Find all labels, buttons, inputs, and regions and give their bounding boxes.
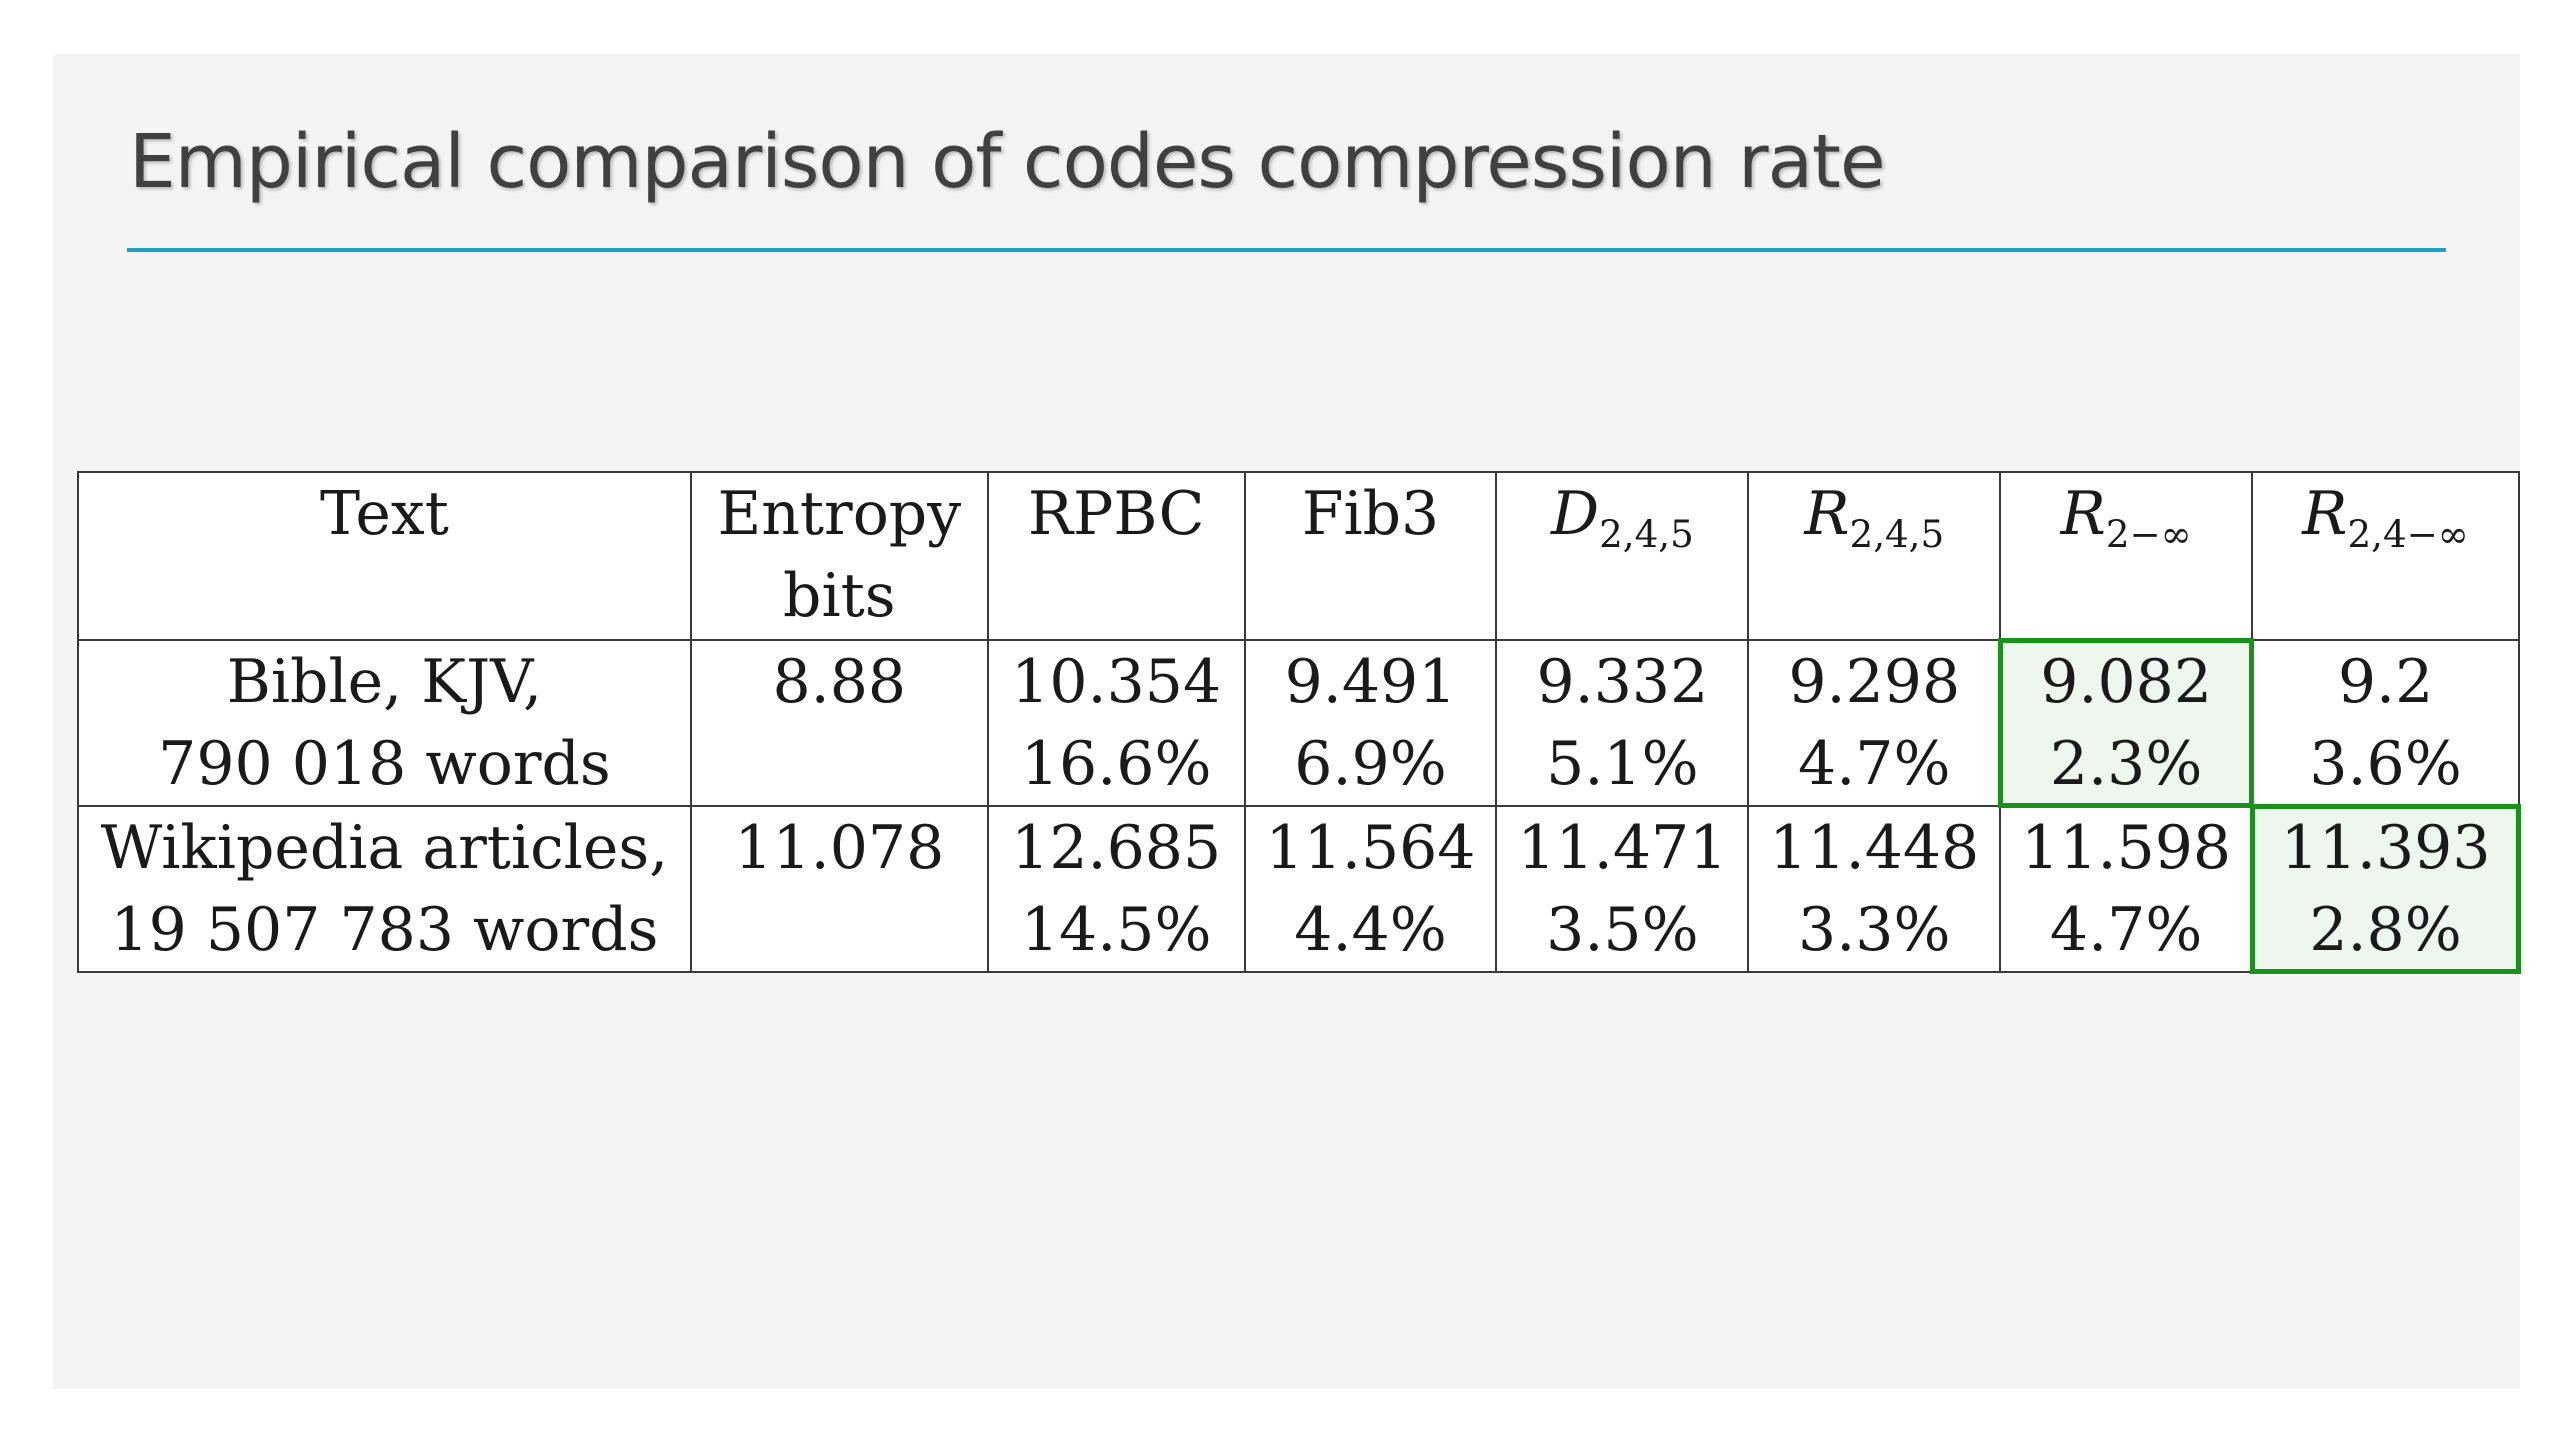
- cell-r2-inf: 11.598 4.7%: [1999, 805, 2254, 973]
- header-d245: D2,4,5: [1495, 471, 1750, 641]
- cell-d245: 11.471 3.5%: [1495, 805, 1750, 973]
- cell-value: 11.564: [1265, 813, 1476, 883]
- header-r24-inf-label: R2,4−∞: [2302, 479, 2469, 557]
- text-name: Wikipedia articles,: [100, 813, 669, 883]
- table-row-bible: Bible, KJV, 790 018 words 8.88 10.354 16…: [77, 638, 2520, 808]
- cell-percent: 5.1%: [1546, 729, 1699, 799]
- table-row-wikipedia: Wikipedia articles, 19 507 783 words 11.…: [77, 804, 2521, 974]
- cell-d245: 9.332 5.1%: [1495, 639, 1750, 807]
- cell-value: 11.598: [2021, 813, 2232, 883]
- header-r245-label: R2,4,5: [1804, 479, 1945, 557]
- header-rpbc: RPBC: [986, 471, 1246, 641]
- header-d245-label: D2,4,5: [1551, 479, 1694, 557]
- cell-value: 12.685: [1011, 813, 1222, 883]
- header-text-label: Text: [320, 479, 449, 549]
- header-row: Text Entropy bits RPBC Fib3 D2,4,5 R2,4,…: [77, 471, 2520, 641]
- cell-value: 11.471: [1517, 813, 1728, 883]
- slide-title: Empirical comparison of codes compressio…: [129, 119, 1885, 205]
- cell-percent: 14.5%: [1020, 895, 1212, 965]
- header-r2-inf-label: R2−∞: [2060, 479, 2192, 557]
- cell-percent: 4.7%: [2049, 895, 2203, 965]
- header-fib3: Fib3: [1243, 471, 1498, 641]
- cell-rpbc: 12.685 14.5%: [986, 805, 1246, 973]
- title-underline: [127, 248, 2446, 252]
- cell-r2-inf-best: 9.082 2.3%: [1998, 638, 2255, 808]
- entropy-value: 11.078: [734, 813, 945, 883]
- slide: Empirical comparison of codes compressio…: [53, 54, 2521, 1389]
- cell-percent: 2.3%: [2049, 729, 2203, 799]
- cell-percent: 3.5%: [1546, 895, 1699, 965]
- cell-value: 9.491: [1284, 647, 1457, 717]
- cell-rpbc: 10.354 16.6%: [986, 639, 1246, 807]
- entropy-value: 8.88: [772, 647, 907, 717]
- cell-r24-inf: 9.2 3.6%: [2251, 639, 2520, 807]
- text-name: Bible, KJV,: [226, 647, 543, 717]
- header-text: Text: [77, 471, 692, 641]
- cell-percent: 4.4%: [1294, 895, 1447, 965]
- cell-r245: 9.298 4.7%: [1747, 639, 2002, 807]
- cell-fib3: 11.564 4.4%: [1243, 805, 1498, 973]
- cell-percent: 4.7%: [1798, 729, 1951, 799]
- cell-value: 11.448: [1769, 813, 1980, 883]
- cell-r245: 11.448 3.3%: [1747, 805, 2002, 973]
- cell-value: 9.332: [1536, 647, 1709, 717]
- cell-r24-inf-best: 11.393 2.8%: [2250, 804, 2521, 974]
- cell-value: 10.354: [1011, 647, 1222, 717]
- cell-percent: 16.6%: [1020, 729, 1212, 799]
- header-entropy: Entropy bits: [689, 471, 989, 641]
- header-r2-inf: R2−∞: [1999, 471, 2254, 641]
- cell-entropy: 8.88: [689, 639, 989, 807]
- cell-value: 9.082: [2040, 647, 2213, 717]
- cell-percent: 3.6%: [2309, 729, 2462, 799]
- text-size: 790 018 words: [158, 729, 611, 799]
- header-fib3-label: Fib3: [1301, 479, 1440, 549]
- header-entropy-unit: bits: [783, 561, 896, 631]
- header-r24-inf: R2,4−∞: [2251, 471, 2520, 641]
- text-size: 19 507 783 words: [110, 895, 659, 965]
- cell-value: 9.298: [1788, 647, 1961, 717]
- cell-percent: 6.9%: [1294, 729, 1447, 799]
- cell-text: Wikipedia articles, 19 507 783 words: [77, 805, 692, 973]
- header-entropy-label: Entropy: [717, 479, 962, 549]
- header-r245: R2,4,5: [1747, 471, 2002, 641]
- cell-entropy: 11.078: [689, 805, 989, 973]
- cell-fib3: 9.491 6.9%: [1243, 639, 1498, 807]
- cell-value: 9.2: [2337, 647, 2434, 717]
- cell-text: Bible, KJV, 790 018 words: [77, 639, 692, 807]
- header-rpbc-label: RPBC: [1027, 479, 1205, 549]
- compression-table: Text Entropy bits RPBC Fib3 D2,4,5 R2,4,…: [77, 471, 2521, 974]
- cell-percent: 2.8%: [2309, 895, 2462, 965]
- cell-value: 11.393: [2280, 813, 2491, 883]
- cell-percent: 3.3%: [1798, 895, 1951, 965]
